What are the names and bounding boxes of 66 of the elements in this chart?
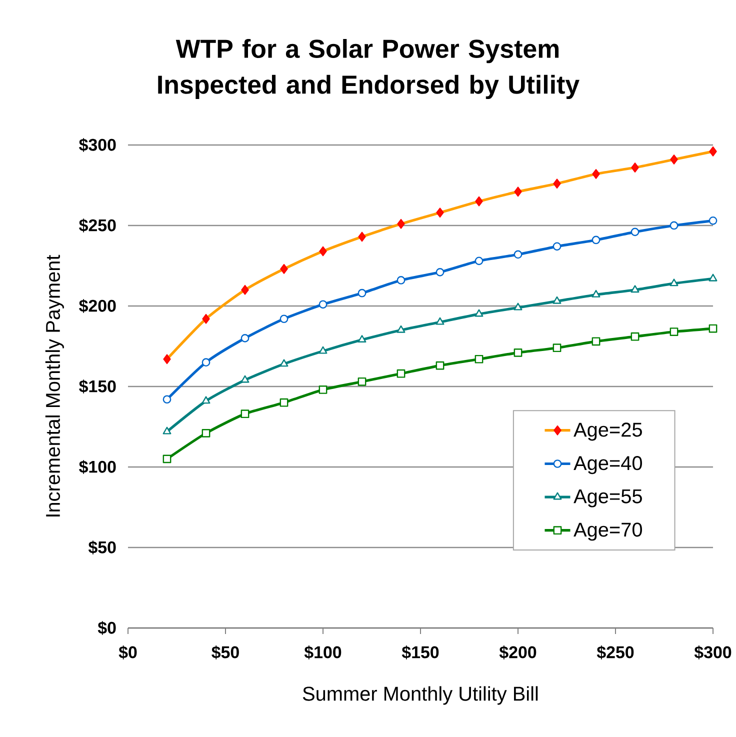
x-tick-label: $300 bbox=[694, 646, 732, 660]
point bbox=[670, 278, 678, 286]
x-tick-label: $50 bbox=[212, 646, 239, 660]
x-tick-label: $0 bbox=[118, 646, 137, 660]
point bbox=[670, 328, 678, 336]
point bbox=[514, 302, 522, 310]
point bbox=[280, 314, 288, 324]
point bbox=[514, 250, 522, 259]
y-tick-label: $150 bbox=[79, 380, 116, 394]
y-tick-label: $50 bbox=[88, 540, 116, 554]
point bbox=[630, 228, 640, 236]
point bbox=[162, 395, 172, 404]
point bbox=[162, 454, 172, 464]
point bbox=[318, 346, 328, 354]
y-tick-label: $100 bbox=[79, 460, 116, 474]
y-axis-title: Incremental Monthly Payment bbox=[45, 254, 64, 516]
point bbox=[358, 335, 366, 342]
point bbox=[240, 375, 250, 383]
x-tick-label: $150 bbox=[402, 646, 439, 660]
point bbox=[318, 300, 328, 309]
legend-label: Age=70 bbox=[574, 522, 642, 541]
point bbox=[280, 359, 288, 367]
point bbox=[436, 361, 444, 370]
y-tick-label: $200 bbox=[79, 299, 116, 313]
point bbox=[552, 344, 562, 352]
point bbox=[514, 348, 522, 357]
point bbox=[202, 396, 210, 404]
point bbox=[436, 317, 444, 325]
x-tick-label: $250 bbox=[596, 646, 634, 660]
point bbox=[474, 256, 484, 266]
point bbox=[202, 358, 210, 367]
point bbox=[552, 242, 562, 251]
point bbox=[670, 221, 678, 230]
point bbox=[592, 236, 600, 244]
point bbox=[708, 216, 718, 225]
x-axis-title: Summer Monthly Utility Bill bbox=[302, 686, 538, 705]
point bbox=[630, 285, 640, 293]
point bbox=[202, 429, 210, 438]
x-tick-label: $200 bbox=[499, 646, 536, 660]
point bbox=[358, 288, 366, 298]
point bbox=[240, 334, 250, 342]
point bbox=[162, 426, 172, 434]
y-tick-label: $250 bbox=[79, 218, 116, 232]
point bbox=[396, 276, 406, 284]
point bbox=[436, 268, 444, 276]
point bbox=[240, 410, 250, 418]
legend-label: Age=40 bbox=[574, 456, 642, 474]
legend-label: Age=55 bbox=[574, 489, 642, 508]
point bbox=[318, 386, 328, 394]
point bbox=[358, 377, 366, 386]
point bbox=[280, 398, 288, 407]
point bbox=[396, 325, 406, 333]
point bbox=[552, 296, 562, 304]
point bbox=[474, 309, 484, 317]
point bbox=[708, 324, 718, 333]
y-tick-label: $300 bbox=[79, 138, 116, 152]
point bbox=[592, 290, 600, 298]
chart-title: WTP for a Solar Power System Inspected and Endorsed by Utility bbox=[158, 38, 580, 99]
point bbox=[708, 274, 718, 282]
point bbox=[474, 354, 484, 364]
point bbox=[396, 369, 406, 378]
point bbox=[592, 337, 600, 346]
x-tick-label: $100 bbox=[304, 646, 342, 660]
y-tick-label: $0 bbox=[98, 621, 116, 635]
point bbox=[630, 332, 640, 341]
legend-label: Age=25 bbox=[574, 422, 642, 441]
